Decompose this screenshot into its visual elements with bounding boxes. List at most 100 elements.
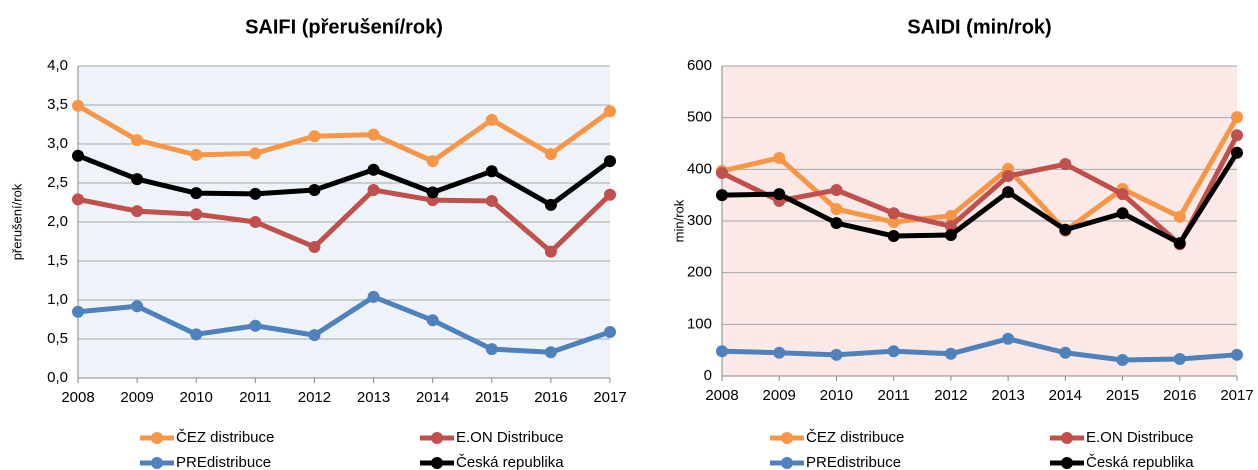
x-tick-label: 2009 — [120, 389, 153, 406]
legend-marker — [781, 432, 793, 444]
x-tick-label: 2011 — [878, 387, 910, 404]
data-point — [426, 186, 439, 199]
data-point — [544, 148, 557, 161]
data-point — [131, 205, 144, 218]
legend-label: PREdistribuce — [806, 454, 901, 470]
legend-marker — [151, 432, 163, 444]
data-point — [190, 148, 203, 161]
data-point — [1116, 353, 1129, 366]
data-point — [72, 305, 84, 318]
legend-marker — [1061, 457, 1073, 469]
data-point — [249, 187, 262, 200]
legend-marker — [151, 457, 163, 469]
x-tick-label: 2012 — [298, 389, 331, 406]
x-tick-label: 2016 — [1163, 387, 1196, 404]
data-point — [1116, 207, 1129, 220]
data-point — [830, 184, 843, 196]
data-point — [830, 348, 843, 361]
legend-label: ČEZ distribuce — [176, 429, 274, 446]
data-point — [190, 328, 203, 341]
y-tick-label: 0,0 — [47, 369, 68, 386]
y-axis-label: přerušení/rok — [9, 183, 24, 260]
data-point — [944, 209, 957, 222]
x-tick-label: 2008 — [705, 387, 738, 404]
data-point — [308, 130, 321, 143]
x-tick-label: 2010 — [820, 387, 853, 404]
data-point — [367, 128, 380, 141]
data-point — [72, 193, 84, 206]
legend-marker — [431, 432, 443, 444]
data-point — [1059, 346, 1072, 359]
data-point — [485, 194, 498, 207]
y-tick-label: 200 — [687, 264, 712, 281]
x-tick-label: 2013 — [991, 387, 1024, 404]
y-tick-label: 300 — [687, 212, 712, 229]
data-point — [72, 99, 84, 112]
data-point — [1002, 186, 1015, 199]
data-point — [367, 290, 380, 303]
data-point — [1059, 223, 1072, 236]
data-point — [604, 105, 616, 118]
data-point — [1059, 158, 1072, 171]
data-point — [1002, 332, 1015, 345]
x-tick-label: 2015 — [1106, 387, 1139, 404]
data-point — [604, 188, 616, 201]
data-point — [716, 345, 728, 358]
y-tick-label: 4,0 — [47, 57, 68, 74]
data-point — [604, 325, 616, 338]
y-tick-label: 600 — [687, 57, 712, 74]
data-point — [716, 166, 728, 179]
data-point — [1231, 129, 1243, 142]
data-point — [544, 346, 557, 359]
data-point — [308, 329, 321, 342]
data-point — [485, 343, 498, 356]
y-tick-label: 500 — [687, 109, 712, 126]
data-point — [249, 147, 262, 160]
data-point — [944, 220, 957, 233]
data-point — [1231, 111, 1243, 124]
data-point — [308, 184, 321, 197]
legend-label: Česká republika — [1086, 454, 1194, 470]
x-tick-label: 2010 — [180, 389, 213, 406]
y-tick-label: 2,5 — [47, 174, 68, 191]
data-point — [887, 207, 900, 220]
x-tick-label: 2017 — [593, 389, 626, 406]
data-point — [1173, 237, 1186, 250]
legend-marker — [781, 457, 793, 469]
x-tick-label: 2013 — [357, 389, 390, 406]
x-tick-label: 2012 — [934, 387, 967, 404]
data-point — [1173, 210, 1186, 223]
data-point — [716, 189, 728, 202]
legend-marker — [1061, 432, 1073, 444]
data-point — [830, 217, 843, 230]
data-point — [830, 203, 843, 216]
data-point — [426, 155, 439, 168]
data-point — [544, 198, 557, 211]
y-tick-label: 0,5 — [47, 330, 68, 347]
y-tick-label: 1,0 — [47, 291, 68, 308]
data-point — [1231, 348, 1243, 361]
data-point — [773, 188, 786, 201]
data-point — [485, 165, 498, 178]
series-line — [721, 151, 1240, 246]
chart-title: SAIDI (min/rok) — [907, 16, 1051, 38]
data-point — [1231, 146, 1243, 159]
series-line — [720, 134, 1240, 247]
series-line — [77, 187, 612, 255]
data-point — [944, 347, 957, 360]
series-line — [76, 103, 612, 164]
data-point — [485, 113, 498, 126]
data-point — [367, 184, 380, 197]
data-point — [887, 229, 900, 242]
x-tick-label: 2008 — [61, 389, 94, 406]
data-point — [887, 345, 900, 358]
series-line — [721, 336, 1238, 363]
data-point — [1116, 188, 1129, 201]
y-tick-label: 2,0 — [47, 213, 68, 230]
series-line — [721, 115, 1240, 234]
legend-marker — [431, 457, 443, 469]
data-point — [72, 149, 84, 162]
data-point — [131, 173, 144, 186]
